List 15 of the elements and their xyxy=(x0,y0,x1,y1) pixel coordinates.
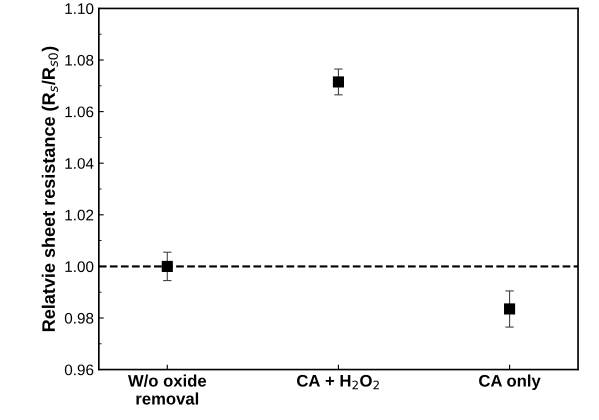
y-tick-label: 1.06 xyxy=(65,106,94,118)
point xyxy=(162,260,173,272)
x-tick-label: CA only xyxy=(479,374,541,390)
y-tick-label: 1.10 xyxy=(65,3,94,14)
y-tick-label: 1.02 xyxy=(65,210,94,220)
point xyxy=(504,303,516,315)
x-tick-label: CA + H$_{2}$O$_{2}$ xyxy=(297,374,379,390)
point xyxy=(332,76,344,88)
y-tick-label: 1.00 xyxy=(65,261,94,272)
y-tick-label: 0.96 xyxy=(64,364,94,376)
x-tick-label: W/o oxide removal xyxy=(128,374,206,405)
y-tick-label: 1.08 xyxy=(65,54,94,66)
y-tick-label: 0.98 xyxy=(64,312,94,324)
y-tick-label: 1.04 xyxy=(65,158,94,169)
y-axis-title: Relatvie sheet resistance (R$_{s}$/R$_{s0}$) xyxy=(42,46,59,332)
